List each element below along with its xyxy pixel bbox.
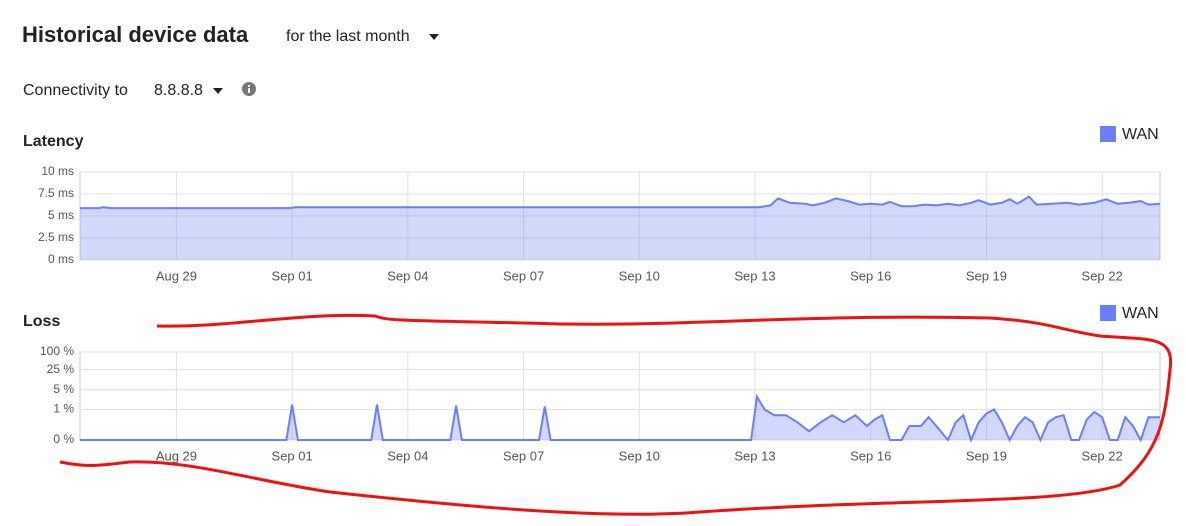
dropdown-caret[interactable] [429, 34, 439, 40]
plot-background [79, 351, 1161, 441]
x-tick-label: Sep 19 [966, 268, 1007, 283]
x-tick-label: Sep 22 [1082, 268, 1123, 283]
area-fill [80, 396, 1160, 440]
dropdown-caret[interactable] [213, 88, 223, 94]
x-tick-label: Sep 01 [272, 268, 313, 283]
x-tick-label: Sep 19 [966, 448, 1007, 463]
period-dropdown[interactable]: for the last month [286, 28, 410, 45]
info-icon-stem [248, 88, 250, 93]
info-icon-dot [248, 85, 250, 87]
legend-label: WAN [1122, 305, 1159, 322]
x-tick-label: Sep 01 [272, 448, 313, 463]
x-tick-label: Sep 04 [387, 268, 428, 283]
legend-swatch [1100, 126, 1116, 142]
y-tick-label: 0 % [53, 432, 74, 446]
x-tick-label: Sep 07 [503, 268, 544, 283]
y-tick-label: 0 ms [48, 252, 74, 266]
x-tick-label: Sep 10 [619, 268, 660, 283]
y-tick-label: 2.5 ms [38, 230, 74, 244]
x-tick-label: Sep 13 [734, 448, 775, 463]
x-tick-label: Sep 16 [850, 268, 891, 283]
y-tick-label: 1 % [53, 402, 74, 416]
chart-title: Latency [23, 133, 84, 150]
x-tick-label: Sep 10 [619, 448, 660, 463]
x-tick-label: Aug 29 [156, 268, 197, 283]
y-tick-label: 5 % [53, 382, 74, 396]
x-tick-label: Sep 22 [1082, 448, 1123, 463]
page-title: Historical device data [22, 22, 249, 47]
connectivity-label: Connectivity to [23, 82, 128, 99]
y-tick-label: 7.5 ms [38, 186, 74, 200]
legend-label: WAN [1122, 126, 1159, 143]
y-tick-label: 25 % [47, 362, 75, 376]
y-tick-label: 10 ms [41, 164, 74, 178]
charts: Latency 0 ms 2.5 ms 5 ms 7.5 ms 10 ms Aug 29 Se… [23, 126, 1161, 463]
y-tick-label: 100 % [40, 344, 74, 358]
hand-drawn-annotation [59, 313, 1173, 516]
x-tick-label: Sep 13 [734, 268, 775, 283]
chart-title: Loss [23, 313, 60, 330]
series-line [80, 195, 1161, 210]
series-line [80, 393, 1160, 443]
x-tick-label: Sep 07 [503, 448, 544, 463]
area-fill [80, 196, 1160, 260]
legend-swatch [1100, 305, 1116, 321]
x-tick-label: Sep 04 [387, 448, 428, 463]
y-tick-label: 5 ms [48, 208, 74, 222]
target-dropdown[interactable]: 8.8.8.8 [154, 82, 203, 99]
x-tick-label: Sep 16 [850, 448, 891, 463]
x-tick-label: Aug 29 [156, 448, 197, 463]
